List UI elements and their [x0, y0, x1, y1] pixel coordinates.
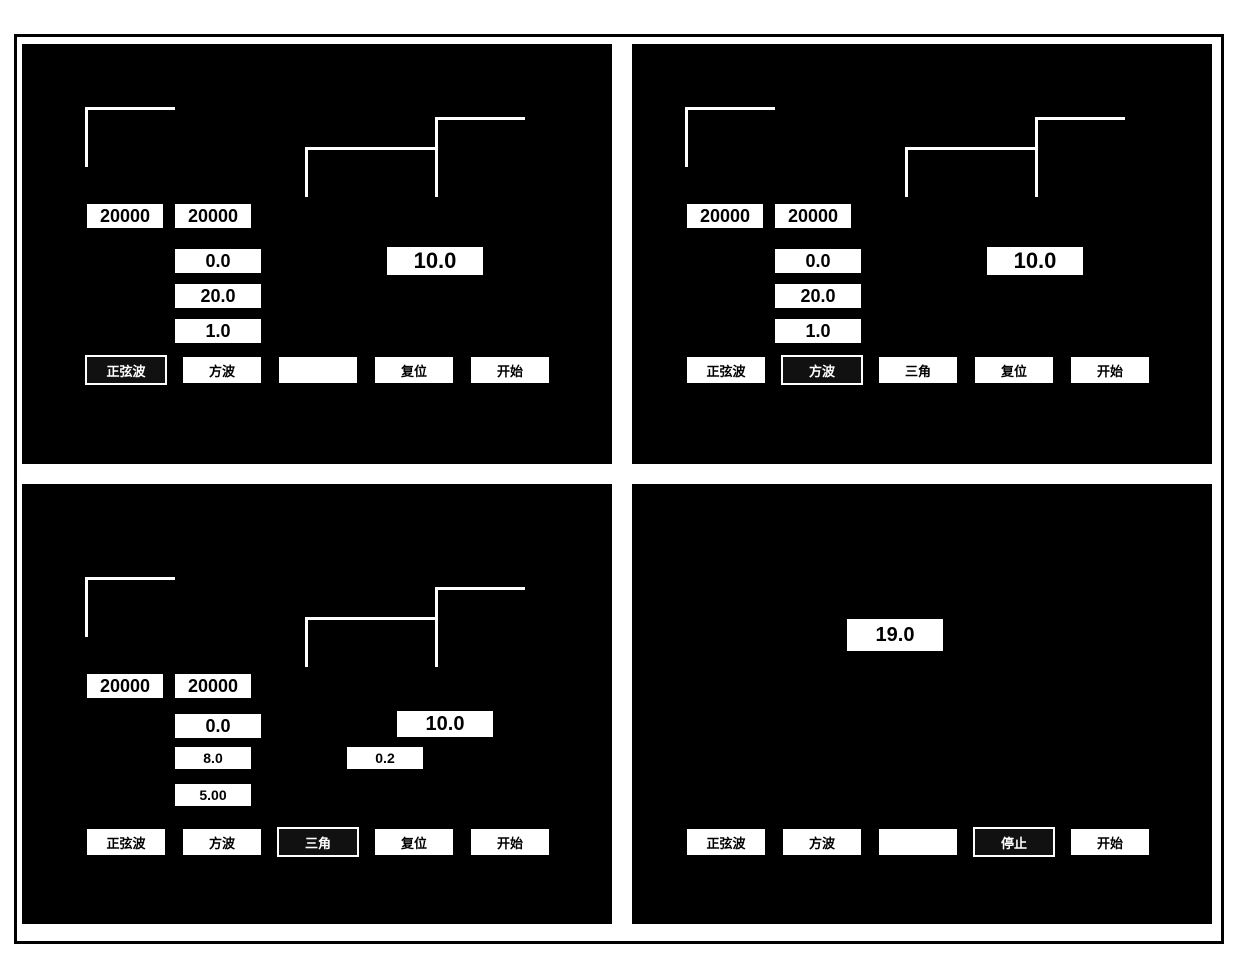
limit-a[interactable]: 20000 — [85, 672, 165, 700]
param-2[interactable]: 20.0 — [173, 282, 263, 310]
side-value-mid[interactable]: 0.2 — [345, 745, 425, 771]
param-1[interactable]: 0.0 — [173, 247, 263, 275]
mode-button-2[interactable]: 方波 — [781, 355, 863, 385]
mode-button-2[interactable]: 方波 — [181, 355, 263, 385]
side-value[interactable]: 10.0 — [385, 245, 485, 277]
readout[interactable]: 19.0 — [845, 617, 945, 653]
stop-button[interactable]: 停止 — [973, 827, 1055, 857]
mode-button-2[interactable]: 方波 — [781, 827, 863, 857]
param-2[interactable]: 20.0 — [773, 282, 863, 310]
start-button[interactable]: 开始 — [469, 827, 551, 857]
param-2[interactable]: 8.0 — [173, 745, 253, 771]
bracket-icon — [85, 107, 175, 167]
mode-button-3[interactable] — [877, 827, 959, 857]
bracket-icon — [905, 147, 1035, 197]
side-value[interactable]: 10.0 — [985, 245, 1085, 277]
start-button[interactable]: 开始 — [1069, 827, 1151, 857]
bracket-icon — [1035, 117, 1125, 197]
reset-button[interactable]: 复位 — [373, 827, 455, 857]
bracket-icon — [305, 617, 435, 667]
mode-button-3[interactable]: 三角 — [277, 827, 359, 857]
side-value-top[interactable]: 10.0 — [395, 709, 495, 739]
mode-button-1[interactable]: 正弦波 — [85, 827, 167, 857]
limit-a[interactable]: 20000 — [685, 202, 765, 230]
button-row: 正弦波 方波 三角 复位 开始 — [85, 827, 551, 857]
mode-button-2[interactable]: 方波 — [181, 827, 263, 857]
bracket-icon — [435, 117, 525, 197]
param-1[interactable]: 0.0 — [773, 247, 863, 275]
button-row: 正弦波 方波 三角 复位 开始 — [685, 355, 1151, 385]
param-3[interactable]: 1.0 — [773, 317, 863, 345]
mode-button-3[interactable] — [277, 355, 359, 385]
start-button[interactable]: 开始 — [1069, 355, 1151, 385]
reset-button[interactable]: 复位 — [973, 355, 1055, 385]
limit-b[interactable]: 20000 — [173, 202, 253, 230]
bracket-icon — [85, 577, 175, 637]
param-3[interactable]: 5.00 — [173, 782, 253, 808]
limit-b[interactable]: 20000 — [773, 202, 853, 230]
panel-bottom-right: 19.0 正弦波 方波 停止 开始 — [632, 484, 1212, 924]
limit-a[interactable]: 20000 — [85, 202, 165, 230]
panel-top-right: 20000 20000 0.0 20.0 1.0 10.0 正弦波 方波 三角 … — [632, 44, 1212, 464]
panel-top-left: 20000 20000 0.0 20.0 1.0 10.0 正弦波 方波 复位 … — [22, 44, 612, 464]
button-row: 正弦波 方波 复位 开始 — [85, 355, 551, 385]
mode-button-1[interactable]: 正弦波 — [685, 355, 767, 385]
mode-button-1[interactable]: 正弦波 — [685, 827, 767, 857]
bracket-icon — [305, 147, 435, 197]
param-3[interactable]: 1.0 — [173, 317, 263, 345]
button-row: 正弦波 方波 停止 开始 — [685, 827, 1151, 857]
mode-button-1[interactable]: 正弦波 — [85, 355, 167, 385]
reset-button[interactable]: 复位 — [373, 355, 455, 385]
limit-b[interactable]: 20000 — [173, 672, 253, 700]
mode-button-3[interactable]: 三角 — [877, 355, 959, 385]
bracket-icon — [435, 587, 525, 667]
bracket-icon — [685, 107, 775, 167]
start-button[interactable]: 开始 — [469, 355, 551, 385]
panel-bottom-left: 20000 20000 0.0 8.0 5.00 10.0 0.2 正弦波 方波… — [22, 484, 612, 924]
param-1[interactable]: 0.0 — [173, 712, 263, 740]
